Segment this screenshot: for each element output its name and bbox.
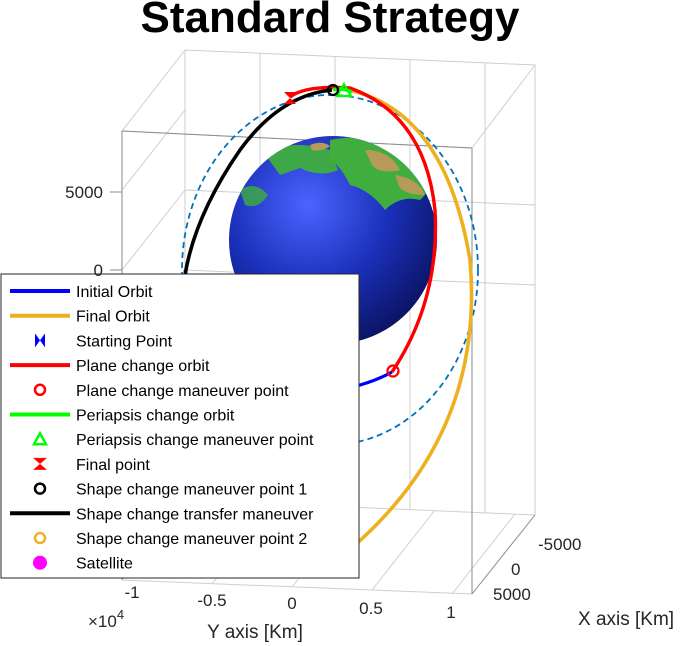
x-tick-neg1: -1 [124,583,139,602]
legend-symbol [33,383,47,397]
legend-label: Shape change maneuver point 1 [76,482,307,499]
legend-label: Starting Point [76,333,173,350]
legend-entry: Plane change orbit [10,358,210,375]
legend-entry: Final Orbit [10,309,150,326]
chart-title: Standard Strategy [141,0,521,42]
shape-change-maneuver-point-1 [326,83,340,97]
depth-tick-5000: 5000 [493,585,531,604]
x-tick-1: 1 [446,603,455,622]
legend: Initial Orbit Final Orbit Starting Point Pl… [0,273,360,579]
legend-label: Shape change transfer maneuver [76,506,314,523]
legend-symbol [33,482,47,495]
legend-entry: Final point [33,457,150,474]
legend-label: Shape change maneuver point 2 [76,531,307,548]
legend-entry: Shape change transfer maneuver [10,506,314,523]
legend-entry: Satellite [33,555,133,573]
legend-symbol [33,555,47,570]
depth-ticks: -5000 0 5000 [493,535,581,604]
z-ticks: 5000 0 [65,183,122,280]
z-tick-5000: 5000 [65,183,103,202]
x-tick-05: 0.5 [359,599,383,618]
legend-symbol [35,333,45,348]
z-tick-0: 0 [94,261,103,280]
legend-entry: Periapsis change maneuver point [31,430,314,449]
legend-symbol [33,457,47,470]
shape-change-transfer [183,88,333,276]
legend-label: Satellite [76,556,133,573]
legend-label: Plane change orbit [76,358,210,375]
legend-entry: Shape change maneuver point 1 [33,482,307,499]
legend-label: Final Orbit [76,309,150,326]
x-tick-0: 0 [287,594,296,613]
legend-label: Plane change maneuver point [76,383,289,400]
legend-label: Initial Orbit [76,284,153,301]
plane-change-maneuver-point [386,364,400,378]
legend-entry: Initial Orbit [10,284,153,301]
depth-axis-label: X axis [Km] [578,609,674,630]
legend-box [0,273,360,579]
x-ticks: -1 -0.5 0 0.5 1 ×104 [88,583,456,631]
legend-entry: Shape change maneuver point 2 [33,531,307,548]
legend-label: Final point [76,457,150,474]
final-point-marker [284,92,296,104]
final-orbit [347,88,474,547]
legend-label: Periapsis change maneuver point [76,432,314,449]
depth-tick-neg5000: -5000 [538,535,581,554]
legend-entry: Periapsis change orbit [10,408,235,425]
legend-entry: Plane change maneuver point [33,383,289,400]
legend-label: Periapsis change orbit [76,408,235,425]
legend-symbol [31,430,49,446]
legend-symbol [33,531,47,545]
x-tick-neg05: -0.5 [197,591,226,610]
x-axis-label: Y axis [Km] [207,622,303,643]
legend-entry: Starting Point [35,333,173,350]
periapsis-change-maneuver-point [335,81,353,98]
depth-tick-0: 0 [511,560,520,579]
x-multiplier: ×104 [88,607,124,631]
